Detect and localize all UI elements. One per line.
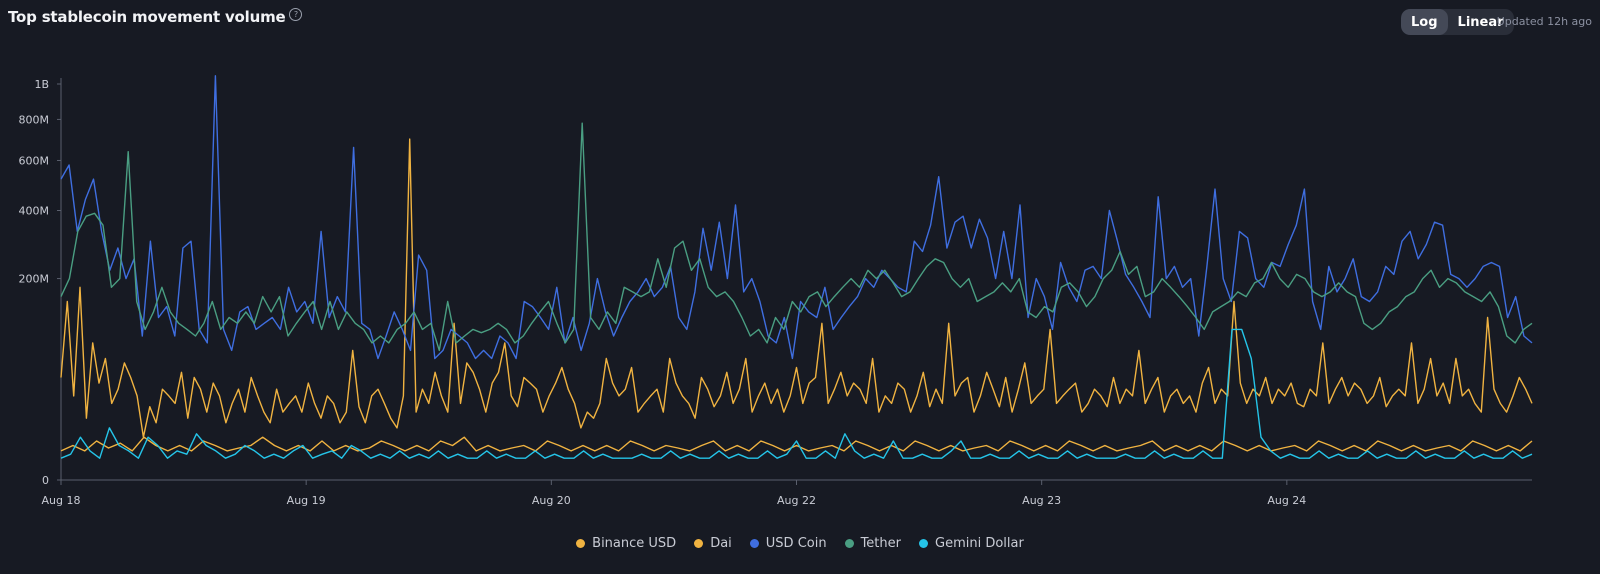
- y-tick-label: 0: [42, 474, 49, 487]
- series-line-gemini-dollar: [60, 328, 1533, 459]
- chart-header: Top stablecoin movement volume ?: [8, 7, 303, 26]
- legend-label: Tether: [860, 536, 901, 551]
- y-tick-label: 200M: [19, 273, 50, 286]
- scale-toggle: Log Linear: [1401, 9, 1514, 35]
- series-line-tether: [60, 122, 1533, 352]
- x-tick-label: Aug 23: [1022, 494, 1061, 507]
- legend-label: USD Coin: [765, 536, 827, 551]
- legend-label: Gemini Dollar: [935, 536, 1024, 551]
- y-tick-label: 800M: [19, 113, 50, 126]
- legend-dot: [749, 539, 759, 548]
- y-tick-label: 400M: [19, 204, 50, 217]
- series-line-usd-coin: [60, 75, 1533, 360]
- x-tick-label: Aug 18: [42, 494, 81, 507]
- x-tick-label: Aug 24: [1267, 494, 1306, 507]
- log-scale-button[interactable]: Log: [1401, 9, 1448, 35]
- legend-item-gemini-dollar[interactable]: Gemini Dollar: [919, 536, 1024, 551]
- updated-timestamp: Updated 12h ago: [1496, 15, 1592, 28]
- legend-item-binance-usd[interactable]: Binance USD: [576, 536, 676, 551]
- chart-title: Top stablecoin movement volume: [8, 8, 286, 26]
- x-tick-label: Aug 19: [287, 494, 326, 507]
- series-line-binance-usd: [60, 436, 1533, 452]
- help-circle-icon[interactable]: ?: [289, 7, 303, 21]
- legend-label: Binance USD: [592, 536, 677, 551]
- legend-item-tether[interactable]: Tether: [844, 536, 901, 551]
- legend-dot: [844, 539, 854, 548]
- series-line-dai: [60, 138, 1533, 438]
- x-tick-label: Aug 20: [532, 494, 571, 507]
- legend-dot: [919, 539, 928, 548]
- legend-item-dai[interactable]: Dai: [694, 536, 732, 551]
- chart-legend: Binance USD Dai USD Coin Tether Gemini D…: [0, 536, 1600, 551]
- line-chart: 1B 800M 600M 400M 200M 0 Aug 18 Aug 19 Aug 20 Aug…: [19, 75, 1533, 507]
- x-tick-label: Aug 22: [777, 494, 816, 507]
- legend-label: Dai: [710, 536, 732, 551]
- linear-scale-button[interactable]: Linear: [1457, 14, 1504, 30]
- legend-dot: [694, 539, 704, 548]
- y-tick-label: 1B: [34, 78, 49, 91]
- y-tick-label: 600M: [19, 154, 50, 167]
- legend-dot: [576, 539, 586, 548]
- legend-item-usd-coin[interactable]: USD Coin: [749, 536, 827, 551]
